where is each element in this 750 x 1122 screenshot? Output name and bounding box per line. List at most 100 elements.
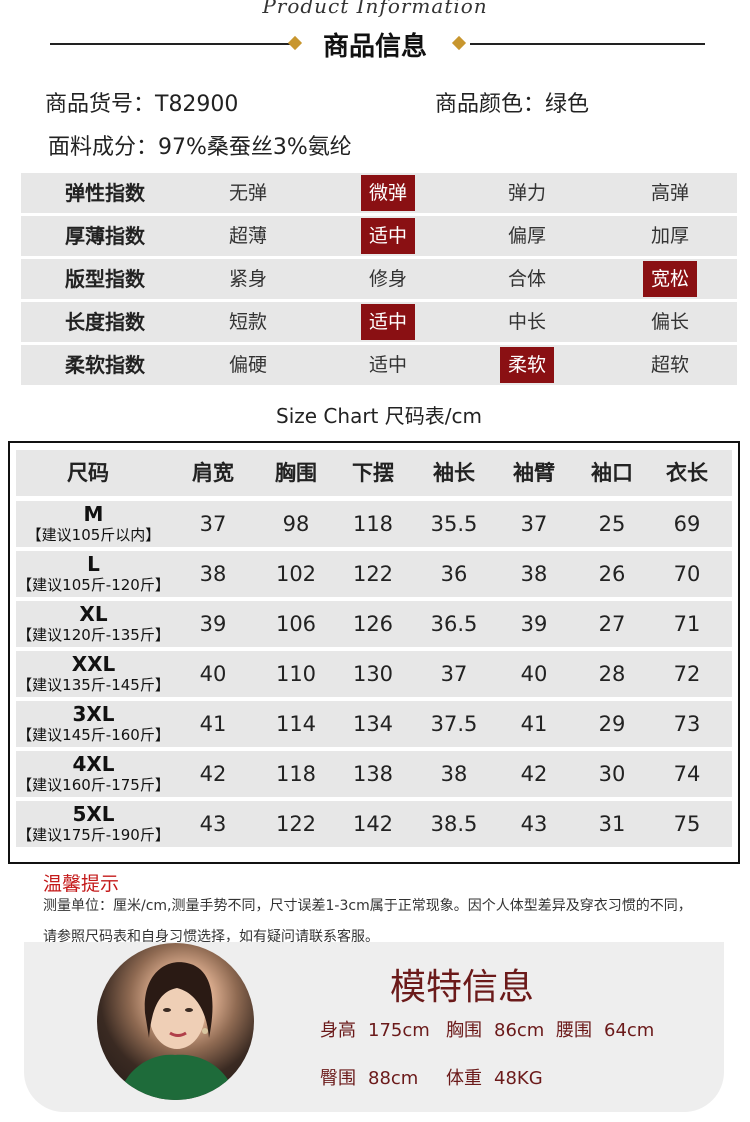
size-chart-cell: 37 (440, 662, 468, 686)
index-option-selected: 适中 (361, 304, 415, 340)
model-hip: 臀围 88cm (320, 1064, 418, 1090)
size-chart-cell: 106 (275, 612, 317, 636)
size-chart-column-header: 袖口 (591, 461, 633, 485)
size-label: XXL (71, 652, 116, 676)
size-chart-caption: Size Chart 尺码表/cm (276, 404, 482, 428)
size-chart-cell: 118 (275, 762, 317, 786)
size-chart-column-header: 袖长 (433, 461, 475, 485)
index-option: 偏长 (650, 311, 689, 333)
size-weight-recommendation: 【建议145斤-160斤】 (17, 726, 170, 744)
size-label: 3XL (72, 702, 115, 726)
size-chart-cell: 138 (352, 762, 394, 786)
size-chart-column-header: 胸围 (275, 461, 317, 485)
size-chart-cell: 26 (598, 562, 626, 586)
model-avatar-photo (97, 943, 254, 1100)
size-chart-cell: 122 (275, 812, 317, 836)
size-chart-cell: 38 (440, 762, 468, 786)
index-option-selected: 宽松 (643, 261, 697, 297)
size-chart-cell: 130 (352, 662, 394, 686)
index-row-label: 弹性指数 (65, 181, 145, 205)
size-chart-column-header: 衣长 (666, 461, 708, 485)
size-weight-recommendation: 【建议175斤-190斤】 (17, 826, 170, 844)
size-chart-cell: 114 (275, 712, 317, 736)
size-chart-cell: 75 (673, 812, 701, 836)
index-option: 适中 (368, 354, 407, 376)
product-color: 商品颜色：绿色 (435, 92, 590, 117)
size-chart-row: 4XL 【建议160斤-175斤】 42 118 138 38 42 30 74 (16, 751, 732, 797)
product-fabric: 面料成分：97%桑蚕丝3%氨纶 (48, 135, 352, 160)
size-weight-recommendation: 【建议160斤-175斤】 (17, 776, 170, 794)
size-chart-cell: 42 (520, 762, 548, 786)
model-bust: 胸围 86cm (446, 1016, 544, 1042)
index-row: 版型指数 紧身 修身 合体 宽松 (21, 259, 737, 299)
model-bust-value: 86cm (494, 1020, 545, 1041)
index-row: 长度指数 短款 适中 中长 偏长 (21, 302, 737, 342)
index-row-label: 版型指数 (65, 267, 145, 291)
size-chart-cell: 30 (598, 762, 626, 786)
model-waist-value: 64cm (604, 1020, 655, 1041)
size-chart-cell: 27 (598, 612, 626, 636)
size-chart-cell: 98 (282, 512, 310, 536)
size-chart-cell: 29 (598, 712, 626, 736)
index-option: 偏硬 (228, 354, 267, 376)
index-option: 高弹 (650, 182, 689, 204)
size-chart-cell: 73 (673, 712, 701, 736)
size-chart-column-header: 下摆 (352, 461, 394, 485)
size-label: XL (79, 602, 108, 626)
model-weight-label: 体重 (446, 1068, 482, 1089)
size-chart-cell: 41 (520, 712, 548, 736)
model-bust-label: 胸围 (446, 1020, 482, 1041)
header-script-subtitle: Product Information (262, 0, 488, 18)
size-chart-row: XXL 【建议135斤-145斤】 40 110 130 37 40 28 72 (16, 651, 732, 697)
model-weight-value: 48KG (494, 1068, 543, 1089)
index-option-selected: 微弹 (361, 175, 415, 211)
model-waist-label: 腰围 (556, 1020, 592, 1041)
size-chart-column-header: 袖臂 (513, 461, 555, 485)
size-label: 4XL (72, 752, 115, 776)
model-height-label: 身高 (320, 1020, 356, 1041)
tips-text-line-1: 测量单位：厘米/cm,测量手势不同，尺寸误差1-3cm属于正常现象。因个人体型差… (43, 898, 692, 914)
size-chart-cell: 25 (598, 512, 626, 536)
index-option: 中长 (507, 311, 546, 333)
size-chart-cell: 118 (352, 512, 394, 536)
model-hip-value: 88cm (368, 1068, 419, 1089)
size-chart-row: M 【建议105斤以内】 37 98 118 35.5 37 25 69 (16, 501, 732, 547)
size-weight-recommendation: 【建议120斤-135斤】 (17, 626, 170, 644)
index-option: 偏厚 (507, 225, 546, 247)
size-chart-cell: 35.5 (430, 512, 478, 536)
size-chart-cell: 142 (352, 812, 394, 836)
size-chart-column-header: 尺码 (67, 461, 109, 485)
size-chart-cell: 134 (352, 712, 394, 736)
index-row-label: 长度指数 (65, 310, 145, 334)
index-option: 无弹 (228, 182, 267, 204)
size-chart-row: 3XL 【建议145斤-160斤】 41 114 134 37.5 41 29 73 (16, 701, 732, 747)
product-sku: 商品货号：T82900 (45, 92, 239, 117)
header-rule-left (50, 43, 290, 45)
model-hip-label: 臀围 (320, 1068, 356, 1089)
size-chart-column-header: 肩宽 (192, 461, 234, 485)
index-option: 弹力 (507, 182, 546, 204)
index-option: 超薄 (228, 225, 267, 247)
index-row-label: 厚薄指数 (65, 224, 145, 248)
size-chart-cell: 40 (199, 662, 227, 686)
size-chart-cell: 102 (275, 562, 317, 586)
size-chart-cell: 38.5 (430, 812, 478, 836)
index-row: 弹性指数 无弹 微弹 弹力 高弹 (21, 173, 737, 213)
size-chart-cell: 39 (520, 612, 548, 636)
index-option: 合体 (507, 268, 546, 290)
page-title: 商品信息 (322, 32, 427, 62)
model-waist: 腰围 64cm (556, 1016, 654, 1042)
tips-text-line-2: 请参照尺码表和自身习惯选择，如有疑问请联系客服。 (43, 929, 379, 945)
size-chart-cell: 28 (598, 662, 626, 686)
size-chart-cell: 74 (673, 762, 701, 786)
size-chart-cell: 38 (199, 562, 227, 586)
size-chart-cell: 122 (352, 562, 394, 586)
size-weight-recommendation: 【建议105斤-120斤】 (17, 576, 170, 594)
size-chart-row: L 【建议105斤-120斤】 38 102 122 36 38 26 70 (16, 551, 732, 597)
index-option: 短款 (228, 311, 267, 333)
size-chart-cell: 72 (673, 662, 701, 686)
size-chart-cell: 110 (275, 662, 317, 686)
size-label: M (83, 502, 104, 526)
size-chart-cell: 126 (352, 612, 394, 636)
size-chart-cell: 43 (199, 812, 227, 836)
